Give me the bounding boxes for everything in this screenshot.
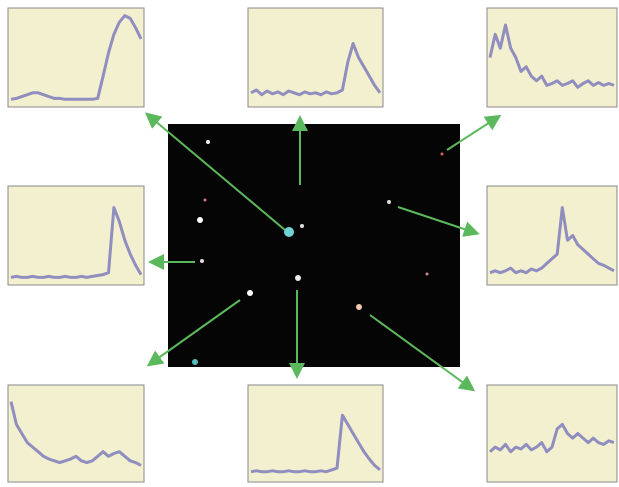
plot-panel: [8, 8, 144, 107]
figure: [0, 0, 619, 487]
plot-panel: [487, 385, 617, 482]
plot-panel: [248, 385, 383, 482]
star-field: [168, 124, 460, 367]
plot-panel: [487, 8, 617, 107]
plot-panel: [8, 385, 144, 482]
